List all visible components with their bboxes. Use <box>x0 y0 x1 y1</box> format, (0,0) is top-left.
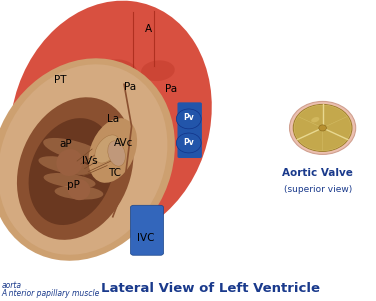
Text: Pa: Pa <box>165 84 177 94</box>
Text: AVc: AVc <box>114 138 134 148</box>
Circle shape <box>293 104 352 151</box>
Ellipse shape <box>44 173 96 188</box>
Ellipse shape <box>56 149 83 176</box>
Circle shape <box>176 133 201 153</box>
Ellipse shape <box>0 58 175 261</box>
Text: IVs: IVs <box>82 156 98 166</box>
FancyBboxPatch shape <box>130 205 164 255</box>
FancyBboxPatch shape <box>177 102 202 158</box>
Ellipse shape <box>88 118 137 183</box>
Text: Pv: Pv <box>183 138 194 147</box>
Text: IVC: IVC <box>137 233 155 243</box>
Ellipse shape <box>141 61 175 81</box>
Text: A nterior papillary muscle: A nterior papillary muscle <box>2 289 100 298</box>
Ellipse shape <box>68 179 90 200</box>
Circle shape <box>176 109 201 129</box>
Circle shape <box>319 125 326 131</box>
Text: La: La <box>107 114 119 124</box>
Ellipse shape <box>29 118 114 225</box>
Text: aP: aP <box>59 139 72 150</box>
Text: aorta: aorta <box>2 281 22 290</box>
Ellipse shape <box>43 138 107 163</box>
Ellipse shape <box>136 13 165 42</box>
Text: Pa: Pa <box>124 82 136 92</box>
Ellipse shape <box>0 64 167 255</box>
Ellipse shape <box>110 26 135 53</box>
Text: Pv: Pv <box>183 113 194 123</box>
Ellipse shape <box>100 59 137 82</box>
Text: PT: PT <box>54 75 67 85</box>
Text: Lateral View of Left Ventricle: Lateral View of Left Ventricle <box>101 282 320 295</box>
Wedge shape <box>323 116 351 151</box>
Text: A: A <box>145 23 152 34</box>
Wedge shape <box>294 116 323 151</box>
Text: Aortic Valve: Aortic Valve <box>282 168 353 178</box>
Ellipse shape <box>55 186 103 200</box>
Text: pP: pP <box>67 180 80 190</box>
Ellipse shape <box>10 1 212 240</box>
Ellipse shape <box>95 135 120 163</box>
Ellipse shape <box>108 141 125 166</box>
Text: TC: TC <box>108 168 121 178</box>
Ellipse shape <box>311 117 319 123</box>
Wedge shape <box>298 105 347 128</box>
Ellipse shape <box>38 156 93 175</box>
Ellipse shape <box>159 27 183 51</box>
Circle shape <box>290 101 356 154</box>
Text: (superior view): (superior view) <box>284 185 352 194</box>
Ellipse shape <box>17 97 133 240</box>
